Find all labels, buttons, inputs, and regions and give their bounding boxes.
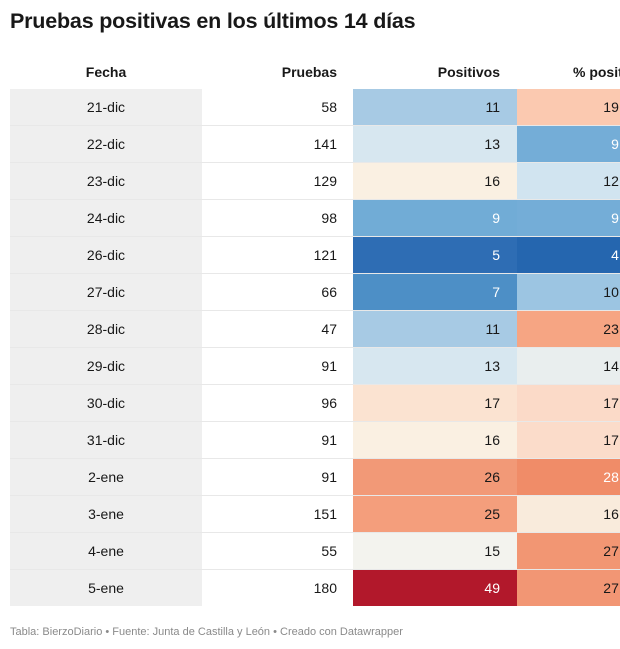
- cell-positivos: 13: [353, 347, 517, 385]
- cell-pruebas: 91: [202, 458, 353, 496]
- cell-pruebas: 96: [202, 384, 353, 422]
- cell-positivos: 17: [353, 384, 517, 422]
- cell-fecha: 5-ene: [10, 569, 202, 606]
- cell-positivos: 9: [353, 199, 517, 237]
- cell-pct-positivo: 10,6%: [517, 273, 620, 311]
- cell-fecha: 27-dic: [10, 273, 202, 311]
- column-header-positivos[interactable]: Positivos: [437, 64, 500, 80]
- cell-positivos: 13: [353, 125, 517, 163]
- cell-positivos: 11: [353, 310, 517, 348]
- cell-fecha: 30-dic: [10, 384, 202, 422]
- cell-positivos: 49: [353, 569, 517, 606]
- cell-pruebas: 141: [202, 125, 353, 163]
- cell-pruebas: 58: [202, 89, 353, 126]
- data-table: Fecha Pruebas Positivos % positivo 21-di…: [10, 55, 620, 606]
- cell-pct-positivo: 14,3%: [517, 347, 620, 385]
- cell-pruebas: 180: [313, 580, 337, 596]
- cell-fecha: 31-dic: [10, 421, 202, 459]
- column-header-pruebas[interactable]: Pruebas: [281, 64, 337, 80]
- cell-pct-positivo: 12,4%: [517, 162, 620, 200]
- cell-fecha: 4-ene: [10, 532, 202, 570]
- cell-pct-positivo: 27,3%: [517, 532, 620, 570]
- column-header-fecha[interactable]: Fecha: [85, 64, 127, 80]
- cell-positivos: 15: [353, 532, 517, 570]
- cell-pct-positivo: 28,6%: [517, 458, 620, 496]
- cell-pruebas: 91: [202, 421, 353, 459]
- cell-pruebas: 66: [202, 273, 353, 311]
- cell-pct-positivo: 4,1%: [517, 236, 620, 274]
- table-body: 21-dic581119,0%22-dic141139,2%23-dic1291…: [10, 89, 620, 606]
- cell-pct-positivo: 23,4%: [517, 310, 620, 348]
- cell-pruebas: 98: [202, 199, 353, 237]
- cell-fecha: 24-dic: [10, 199, 202, 237]
- cell-fecha: 2-ene: [10, 458, 202, 496]
- cell-pruebas: 47: [202, 310, 353, 348]
- cell-positivos: 26: [353, 458, 517, 496]
- cell-pct-positivo: 27,2%: [517, 569, 620, 606]
- cell-positivos: 16: [353, 162, 517, 200]
- header-row: Fecha Pruebas Positivos % positivo: [10, 55, 620, 89]
- chart-title: Pruebas positivas en los últimos 14 días: [10, 9, 416, 33]
- cell-pct-positivo: 17,6%: [517, 421, 620, 459]
- footer-credits: Tabla: BierzoDiario • Fuente: Junta de C…: [10, 626, 403, 638]
- cell-pct-positivo: 19,0%: [517, 89, 620, 126]
- cell-pruebas: 151: [202, 495, 353, 533]
- cell-positivos: 5: [353, 236, 517, 274]
- cell-fecha: 21-dic: [10, 89, 202, 126]
- cell-pruebas: 91: [202, 347, 353, 385]
- cell-fecha: 22-dic: [10, 125, 202, 163]
- cell-pct-positivo: 16,6%: [517, 495, 620, 533]
- cell-pruebas: 121: [202, 236, 353, 274]
- cell-fecha: 26-dic: [10, 236, 202, 274]
- column-header-pct-positivo[interactable]: % positivo: [572, 64, 620, 80]
- cell-fecha: 29-dic: [10, 347, 202, 385]
- cell-positivos: 25: [353, 495, 517, 533]
- cell-positivos: 7: [353, 273, 517, 311]
- cell-pct-positivo: 17,7%: [517, 384, 620, 422]
- cell-positivos: 11: [353, 89, 517, 126]
- cell-fecha: 28-dic: [10, 310, 202, 348]
- cell-positivos: 16: [353, 421, 517, 459]
- cell-pct-positivo: 9,2%: [517, 125, 620, 163]
- cell-fecha: 3-ene: [10, 495, 202, 533]
- cell-pruebas: 55: [202, 532, 353, 570]
- cell-fecha: 23-dic: [10, 162, 202, 200]
- cell-pruebas: 129: [202, 162, 353, 200]
- cell-pct-positivo: 9,2%: [517, 199, 620, 237]
